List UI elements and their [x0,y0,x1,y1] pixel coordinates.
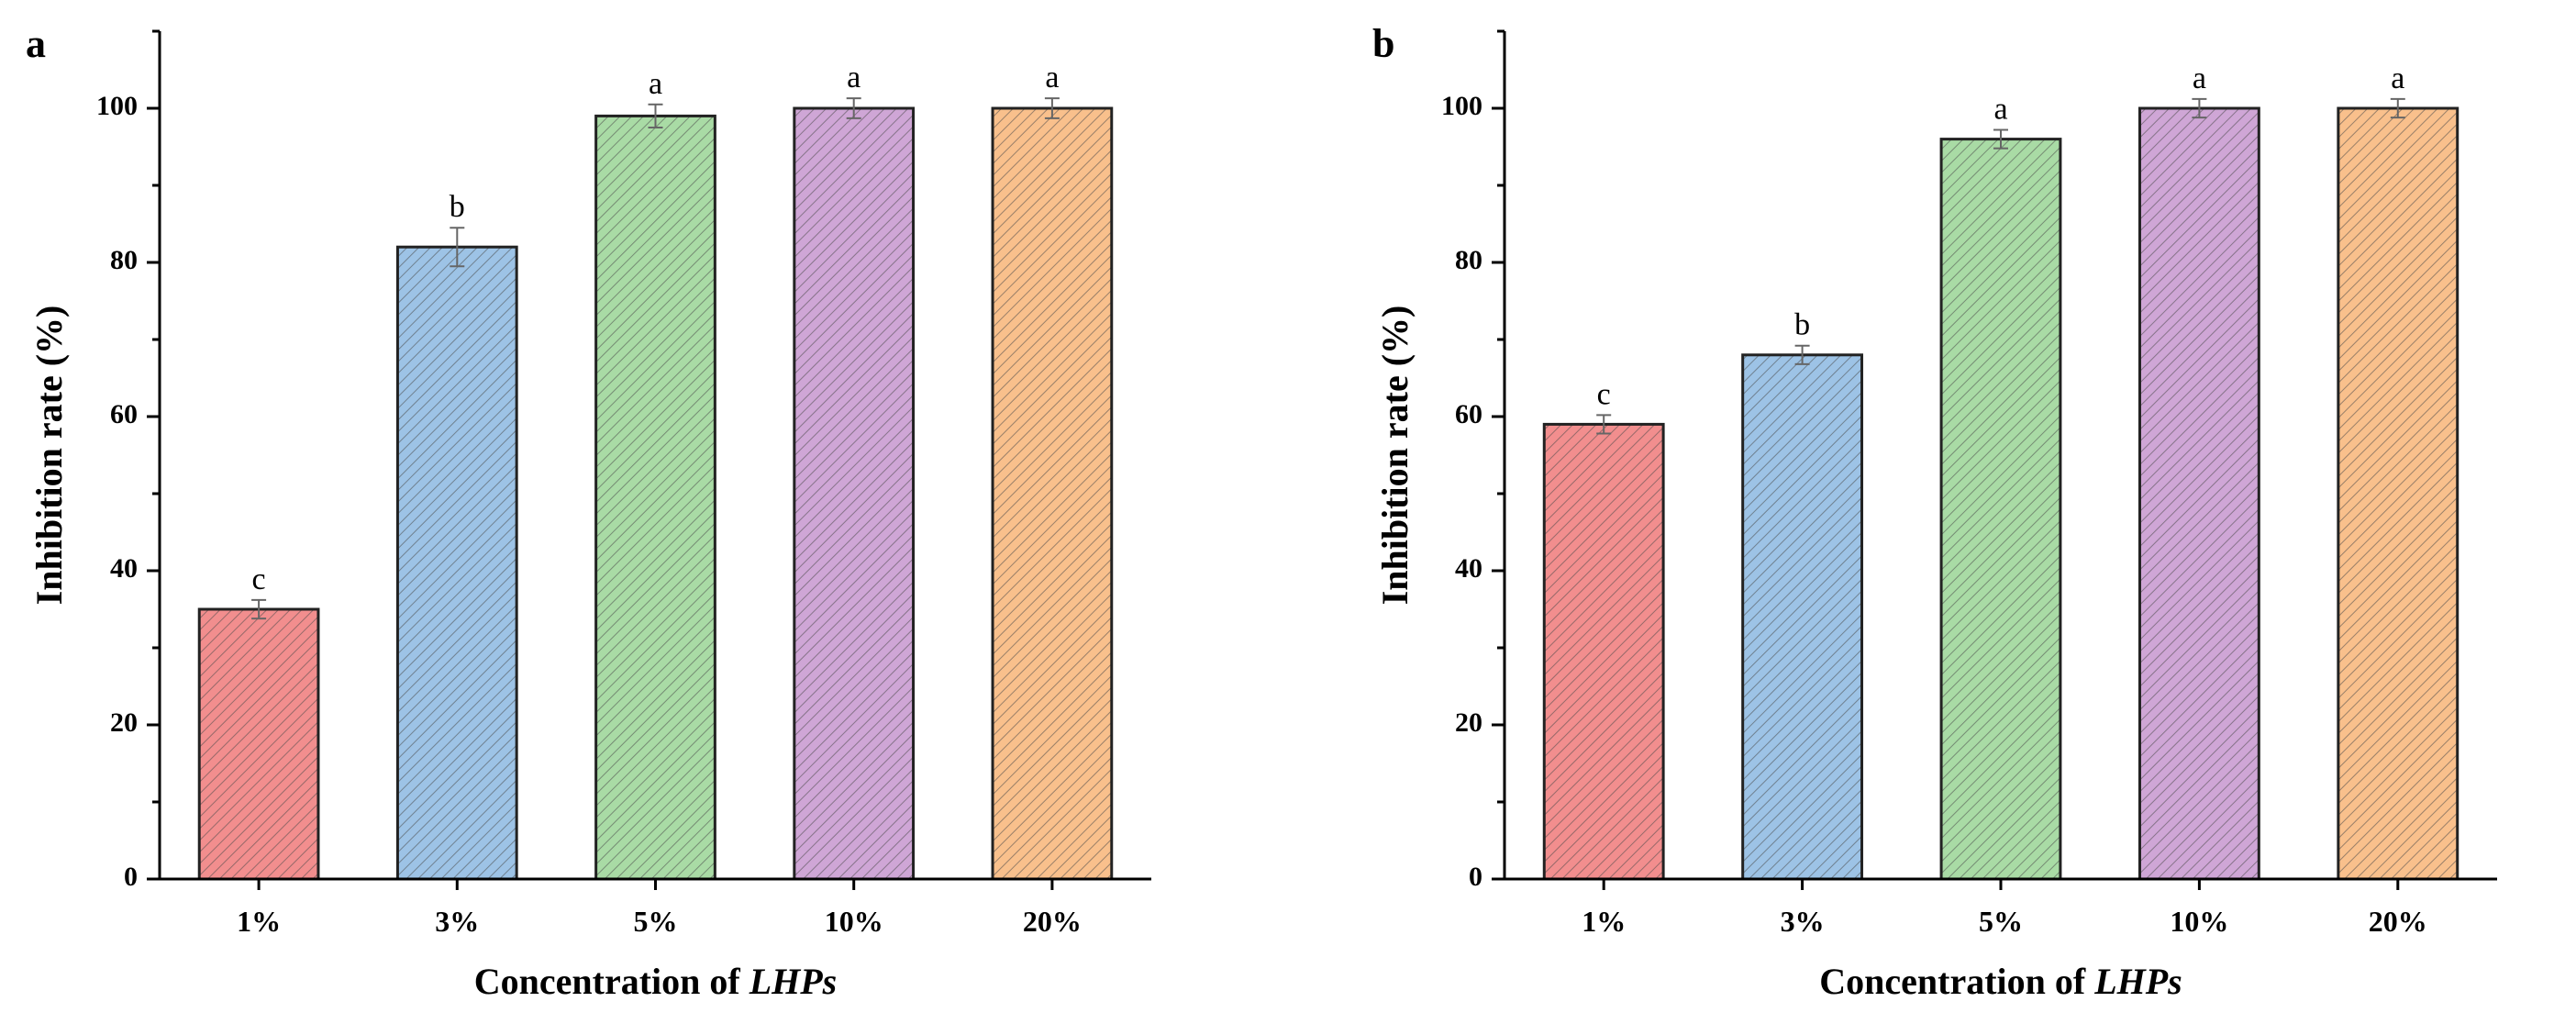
x-tick-label: 3% [435,905,479,938]
x-tick-label: 20% [2369,905,2427,938]
error-bar [2390,97,2405,119]
x-tick-label: 10% [2170,905,2228,938]
error-bar [1596,414,1612,435]
significance-label: a [2193,61,2206,95]
bar-group: c 1% b 3% a 5% a 10% a 20% [197,61,1114,938]
y-axis-ticks: 0 20 40 60 80 100 [96,29,160,892]
bar-hatch [2337,108,2458,879]
error-bar [1993,128,2008,150]
error-bar [2192,97,2207,119]
bar-hatch [993,108,1112,879]
x-tick-label: 3% [1781,905,1825,938]
bar-hatch [1742,354,1862,879]
significance-label: b [1794,308,1810,342]
panel-b: b Inhibition rate (%) Concentration of L… [1372,21,2497,1002]
y-axis-title: Inhibition rate (%) [28,306,70,606]
error-bar [1044,97,1060,119]
x-axis-title: Concentration of LHPs [1819,961,2182,1002]
y-tick-label: 0 [1469,862,1482,892]
bar-hatch [397,247,517,879]
y-tick-label: 60 [1455,399,1482,429]
y-tick-label: 100 [1441,91,1482,121]
y-tick-label: 60 [110,399,138,429]
error-bar [450,227,465,268]
x-tick-label: 20% [1023,905,1082,938]
x-tick-label: 5% [1979,905,2023,938]
error-bar [648,103,663,128]
y-tick-label: 40 [110,553,138,584]
error-bar [1794,344,1810,365]
bar-hatch [1544,424,1664,879]
x-axis-title: Concentration of LHPs [474,961,838,1002]
bar-hatch [199,609,318,879]
y-tick-label: 80 [110,245,138,275]
y-tick-label: 20 [110,707,138,738]
y-tick-label: 20 [1455,707,1482,738]
significance-label: a [2391,61,2404,95]
significance-label: a [1993,93,2007,127]
bar-hatch [595,116,716,879]
panel-label: a [26,21,46,66]
bar-group: c 1% b 3% a 5% a 10% a 20% [1542,61,2459,938]
y-axis-ticks: 0 20 40 60 80 100 [1441,29,1505,892]
x-tick-label: 1% [237,905,281,938]
significance-label: a [1045,61,1059,95]
panel-a: a Inhibition rate (%) Concentration of L… [26,21,1151,1002]
significance-label: c [1597,377,1611,411]
bar-hatch [2139,108,2260,879]
bar-hatch [1941,139,2060,880]
significance-label: c [252,562,266,596]
significance-label: a [847,61,861,95]
y-tick-label: 100 [96,91,138,121]
bar-hatch [794,108,914,879]
y-axis-title: Inhibition rate (%) [1374,306,1416,606]
significance-label: b [450,190,465,224]
error-bar [251,598,267,620]
panel-label: b [1372,21,1394,66]
x-tick-label: 5% [634,905,678,938]
x-tick-label: 10% [825,905,883,938]
y-tick-label: 80 [1455,245,1482,275]
y-tick-label: 40 [1455,553,1482,584]
y-tick-label: 0 [124,862,138,892]
significance-label: a [649,67,662,101]
error-bar [846,97,861,119]
x-tick-label: 1% [1582,905,1626,938]
